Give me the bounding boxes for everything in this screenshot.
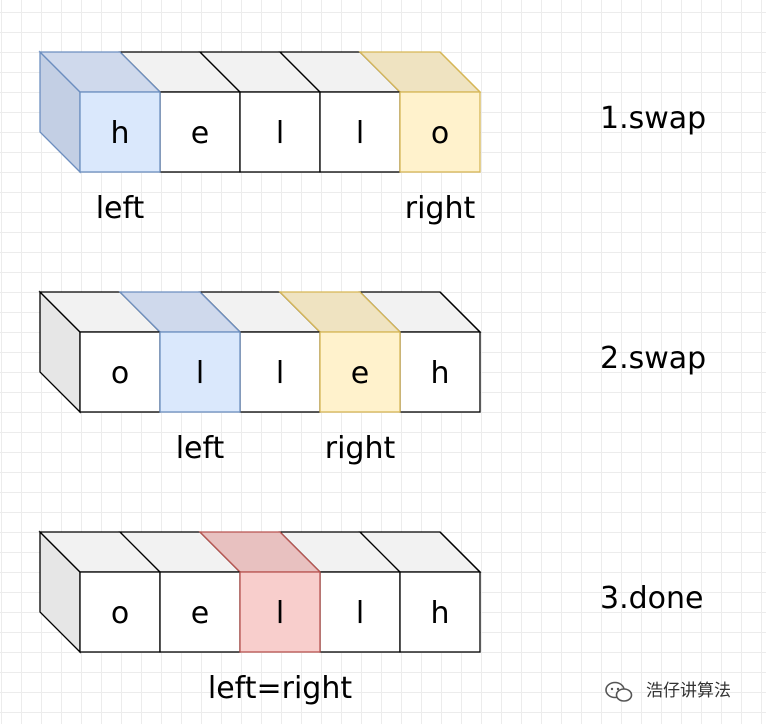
cell-char: e [191,596,209,631]
cell-char: o [111,596,129,631]
array-cell [399,331,481,413]
pointer-label-merged: left=right [208,671,352,706]
step-row: o e l l h left=right 3.done [38,530,704,706]
pointer-label-right: right [405,191,476,226]
array-cell [239,331,321,413]
array-cell [79,331,161,413]
cell-char: o [111,356,129,391]
pointer-label-right: right [325,431,396,466]
steps-container: h e l l o left right 1.swap o l l e h left right 2.swap… [38,50,706,706]
cell-char: e [351,356,369,391]
array-cell [319,331,401,413]
cell-char: l [356,116,364,151]
array-edge [439,291,481,333]
array-cell [159,571,241,653]
watermark: 浩仔讲算法 [605,681,731,702]
array-cell [399,91,481,173]
watermark-text: 浩仔讲算法 [646,681,731,701]
step-label: 2.swap [600,341,706,376]
array-cell [159,91,241,173]
array-cell [79,91,161,173]
array-cell [239,571,321,653]
pointer-label-left: left [96,191,145,226]
array-cell [239,91,321,173]
cell-char: h [110,116,129,151]
pointer-label-left: left [176,431,225,466]
array-cell [79,571,161,653]
wechat-icon [605,681,633,702]
cell-char: l [276,596,284,631]
array-cell [319,91,401,173]
step-label: 1.swap [600,101,706,136]
cell-char: l [276,356,284,391]
step-row: h e l l o left right 1.swap [38,50,706,226]
cell-char: o [431,116,449,151]
step-row: o l l e h left right 2.swap [38,290,706,466]
cell-char: l [276,116,284,151]
array-cell [399,571,481,653]
array-edge [439,531,481,573]
cell-char: l [196,356,204,391]
cell-char: l [356,596,364,631]
step-label: 3.done [600,581,704,616]
cell-char: h [430,596,449,631]
cell-char: h [430,356,449,391]
cell-char: e [191,116,209,151]
array-cell [319,571,401,653]
array-cell [159,331,241,413]
array-edge [439,51,481,93]
